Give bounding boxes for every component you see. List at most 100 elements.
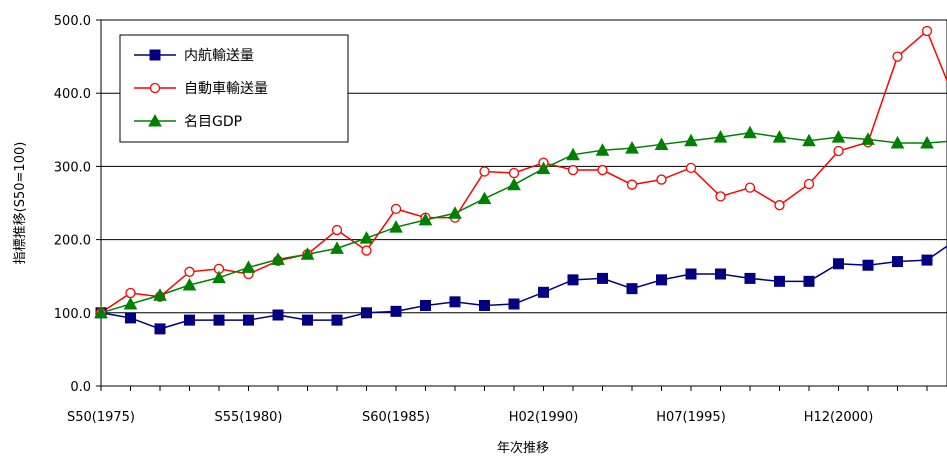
x-tick-label: H02(1990) bbox=[509, 410, 579, 425]
x-tick-label: S55(1980) bbox=[214, 410, 282, 425]
data-point bbox=[212, 270, 226, 284]
data-point bbox=[420, 299, 431, 311]
data-point bbox=[390, 305, 402, 317]
data-point bbox=[182, 277, 197, 291]
y-tick-label: 400.0 bbox=[54, 87, 91, 102]
data-point bbox=[300, 247, 315, 260]
data-point bbox=[625, 141, 639, 154]
data-point bbox=[920, 135, 934, 149]
data-point bbox=[567, 164, 579, 176]
data-point bbox=[449, 296, 461, 308]
data-point bbox=[833, 258, 844, 270]
series-layer bbox=[94, 25, 947, 335]
x-tick-label: H07(1995) bbox=[656, 410, 726, 425]
data-point bbox=[213, 314, 225, 326]
data-point bbox=[626, 179, 638, 190]
data-point bbox=[94, 305, 108, 319]
data-point bbox=[831, 130, 846, 143]
data-point bbox=[154, 323, 166, 335]
series-line bbox=[100, 245, 947, 330]
data-point bbox=[744, 272, 756, 284]
data-point bbox=[390, 203, 402, 215]
data-point bbox=[271, 252, 285, 265]
data-point bbox=[184, 314, 195, 326]
series-0 bbox=[100, 245, 947, 330]
data-point bbox=[654, 137, 669, 150]
data-point bbox=[892, 51, 903, 62]
data-point bbox=[418, 212, 433, 226]
data-point bbox=[508, 167, 520, 179]
data-point bbox=[685, 268, 697, 280]
data-point bbox=[743, 125, 757, 139]
data-point bbox=[361, 307, 372, 319]
legend-marker bbox=[149, 49, 161, 61]
data-point bbox=[508, 298, 520, 310]
data-point bbox=[123, 296, 138, 310]
data-point bbox=[921, 254, 933, 266]
y-tick-label: 0.0 bbox=[70, 380, 91, 395]
data-point bbox=[125, 287, 136, 299]
x-tick-label: H12(2000) bbox=[804, 410, 874, 425]
data-point bbox=[833, 145, 844, 157]
data-point bbox=[685, 162, 697, 174]
data-point bbox=[861, 132, 875, 145]
data-point bbox=[656, 274, 667, 286]
data-point bbox=[448, 206, 462, 219]
data-point bbox=[803, 178, 815, 190]
data-point bbox=[715, 191, 726, 202]
data-point bbox=[479, 166, 490, 177]
data-point bbox=[715, 268, 726, 280]
legend-marker bbox=[149, 82, 161, 94]
data-point bbox=[862, 259, 874, 271]
data-point bbox=[479, 299, 490, 311]
data-point bbox=[921, 25, 933, 37]
data-point bbox=[567, 274, 579, 286]
plot-area-border bbox=[100, 19, 947, 387]
data-point bbox=[597, 164, 608, 176]
y-tick-label: 300.0 bbox=[54, 160, 91, 175]
data-point bbox=[538, 286, 549, 298]
data-point bbox=[626, 283, 638, 295]
data-point bbox=[359, 231, 374, 244]
series-line bbox=[100, 131, 947, 314]
y-axis-ticks: 0.0 100.0 200.0 300.0 400.0 500.0 bbox=[54, 14, 101, 395]
data-point bbox=[361, 245, 372, 256]
data-point bbox=[477, 191, 492, 205]
data-point bbox=[656, 174, 667, 185]
data-point bbox=[595, 143, 610, 156]
data-point bbox=[802, 133, 816, 147]
y-axis-title: 指標推移(S50=100) bbox=[13, 142, 28, 265]
legend-label: 名目GDP bbox=[184, 114, 242, 130]
data-point bbox=[241, 260, 256, 273]
data-point bbox=[744, 182, 756, 193]
x-tick-label: S60(1985) bbox=[362, 410, 430, 425]
data-point bbox=[302, 314, 313, 326]
data-point bbox=[536, 161, 551, 175]
series-2 bbox=[100, 131, 947, 314]
data-point bbox=[684, 133, 698, 147]
data-point bbox=[330, 241, 344, 254]
data-point bbox=[774, 200, 785, 211]
data-point bbox=[331, 314, 343, 326]
data-point bbox=[774, 275, 785, 287]
data-point bbox=[507, 177, 521, 191]
y-tick-label: 500.0 bbox=[54, 14, 91, 29]
data-point bbox=[713, 130, 728, 143]
data-point bbox=[125, 312, 136, 324]
data-point bbox=[772, 130, 787, 143]
data-point bbox=[153, 288, 167, 301]
legend-label: 自動車輸送量 bbox=[184, 80, 268, 97]
series-0-markers bbox=[95, 254, 933, 335]
y-tick-label: 200.0 bbox=[54, 234, 91, 249]
series-1-markers bbox=[95, 25, 933, 318]
data-point bbox=[566, 147, 580, 161]
data-point bbox=[184, 266, 195, 277]
data-point bbox=[331, 224, 343, 236]
legend-marker bbox=[148, 113, 162, 127]
y-tick-label: 100.0 bbox=[54, 307, 91, 322]
x-tick-label: S50(1975) bbox=[67, 410, 135, 425]
data-point bbox=[389, 220, 403, 233]
